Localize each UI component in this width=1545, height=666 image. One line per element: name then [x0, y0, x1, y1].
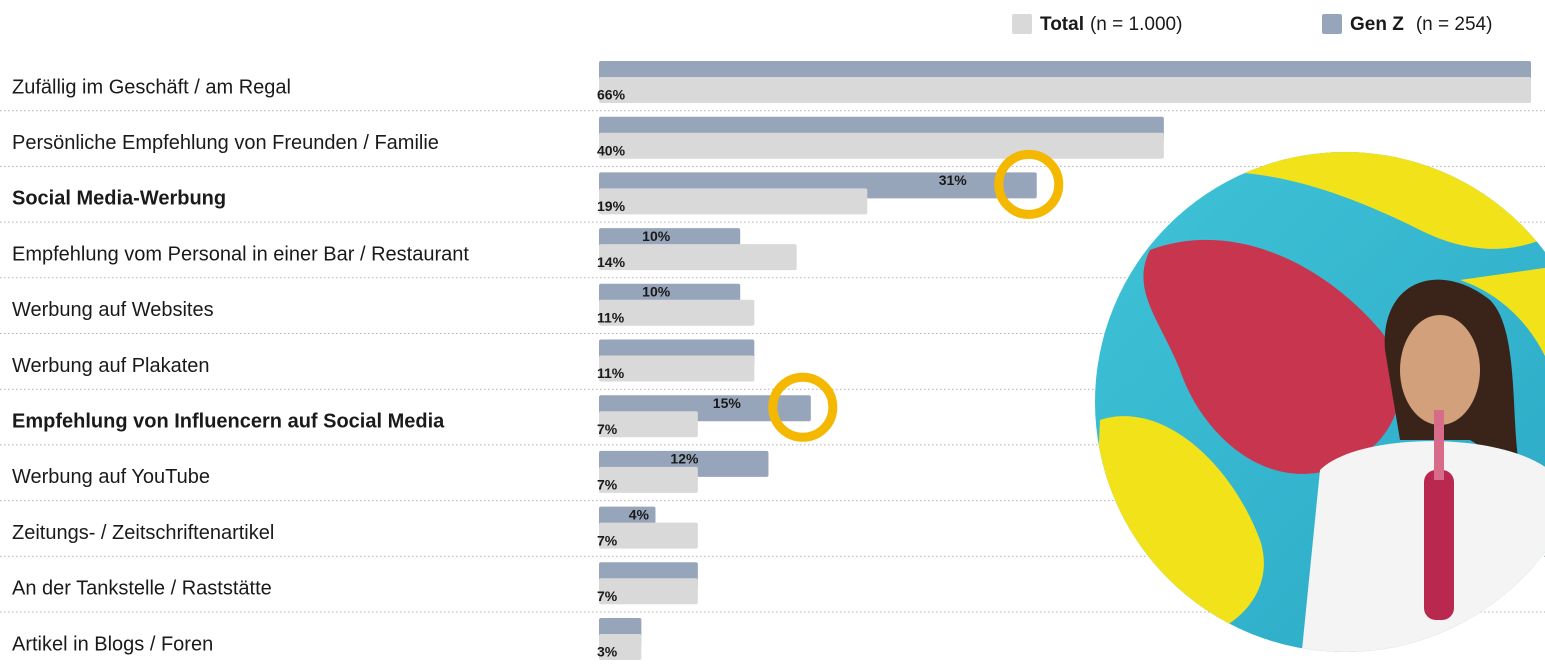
- legend-label: Gen Z (n = 254): [1350, 14, 1492, 35]
- bars: Zufällig im Geschäft / am Regal 66% Persön…: [0, 61, 1545, 660]
- data-label: 40%: [597, 142, 626, 158]
- photo-shirt: [1300, 441, 1545, 652]
- bar: [599, 77, 1531, 103]
- legend-swatch: [1012, 14, 1032, 34]
- data-label: 11%: [597, 310, 625, 326]
- legend-swatch: [1322, 14, 1342, 34]
- legend-sample: (n = 1.000): [1090, 14, 1182, 35]
- data-label: 10%: [642, 228, 671, 244]
- highlight-ring: [994, 149, 1064, 219]
- data-label: 11%: [597, 365, 625, 381]
- category-label: Empfehlung vom Personal in einer Bar / R…: [12, 243, 469, 265]
- highlight-ring: [768, 372, 838, 442]
- data-label: 3%: [597, 644, 618, 660]
- data-label: 7%: [597, 421, 618, 437]
- data-label: 7%: [597, 477, 618, 493]
- bar: [599, 244, 797, 271]
- legend-label: Total (n = 1.000): [1040, 14, 1182, 35]
- photo-face: [1400, 315, 1480, 425]
- legend-name: Gen Z: [1350, 14, 1404, 35]
- category-label: Artikel in Blogs / Foren: [12, 633, 213, 655]
- data-label: 31%: [939, 172, 968, 188]
- data-label: 14%: [597, 254, 626, 270]
- category-label: An der Tankstelle / Raststätte: [12, 578, 272, 600]
- category-label: Empfehlung von Influencern auf Social Me…: [12, 410, 445, 432]
- photo-shape: [1143, 239, 1401, 474]
- legend-name: Total: [1040, 14, 1084, 35]
- photo-bottle-neck: [1434, 410, 1444, 480]
- data-label: 10%: [642, 284, 671, 300]
- bar: [599, 188, 868, 215]
- legend-sample: (n = 254): [1416, 14, 1493, 35]
- bar: [599, 355, 755, 382]
- category-label: Werbung auf YouTube: [12, 466, 210, 488]
- category-label: Social Media-Werbung: [12, 188, 226, 210]
- category-label: Persönliche Empfehlung von Freunden / Fa…: [12, 132, 439, 154]
- data-label: 15%: [713, 395, 742, 411]
- photo: [1095, 152, 1545, 652]
- category-label: Zufällig im Geschäft / am Regal: [12, 76, 291, 98]
- data-label: 7%: [597, 588, 618, 604]
- data-label: 4%: [629, 506, 650, 522]
- category-label: Werbung auf Websites: [12, 299, 214, 321]
- data-label: 7%: [597, 532, 618, 548]
- bar: [599, 634, 642, 660]
- bar: [599, 578, 698, 605]
- bar: [599, 411, 698, 438]
- data-label: 66%: [597, 87, 626, 103]
- legend: Total (n = 1.000) Gen Z (n = 254): [1012, 14, 1492, 35]
- bar: [599, 466, 698, 493]
- photo-bottle: [1424, 470, 1454, 620]
- bar: [599, 522, 698, 549]
- data-label: 12%: [670, 451, 699, 467]
- bar: [599, 132, 1164, 159]
- category-label: Zeitungs- / Zeitschriftenartikel: [12, 522, 274, 544]
- data-label: 19%: [597, 198, 626, 214]
- bar: [599, 299, 755, 326]
- category-label: Werbung auf Plakaten: [12, 355, 210, 377]
